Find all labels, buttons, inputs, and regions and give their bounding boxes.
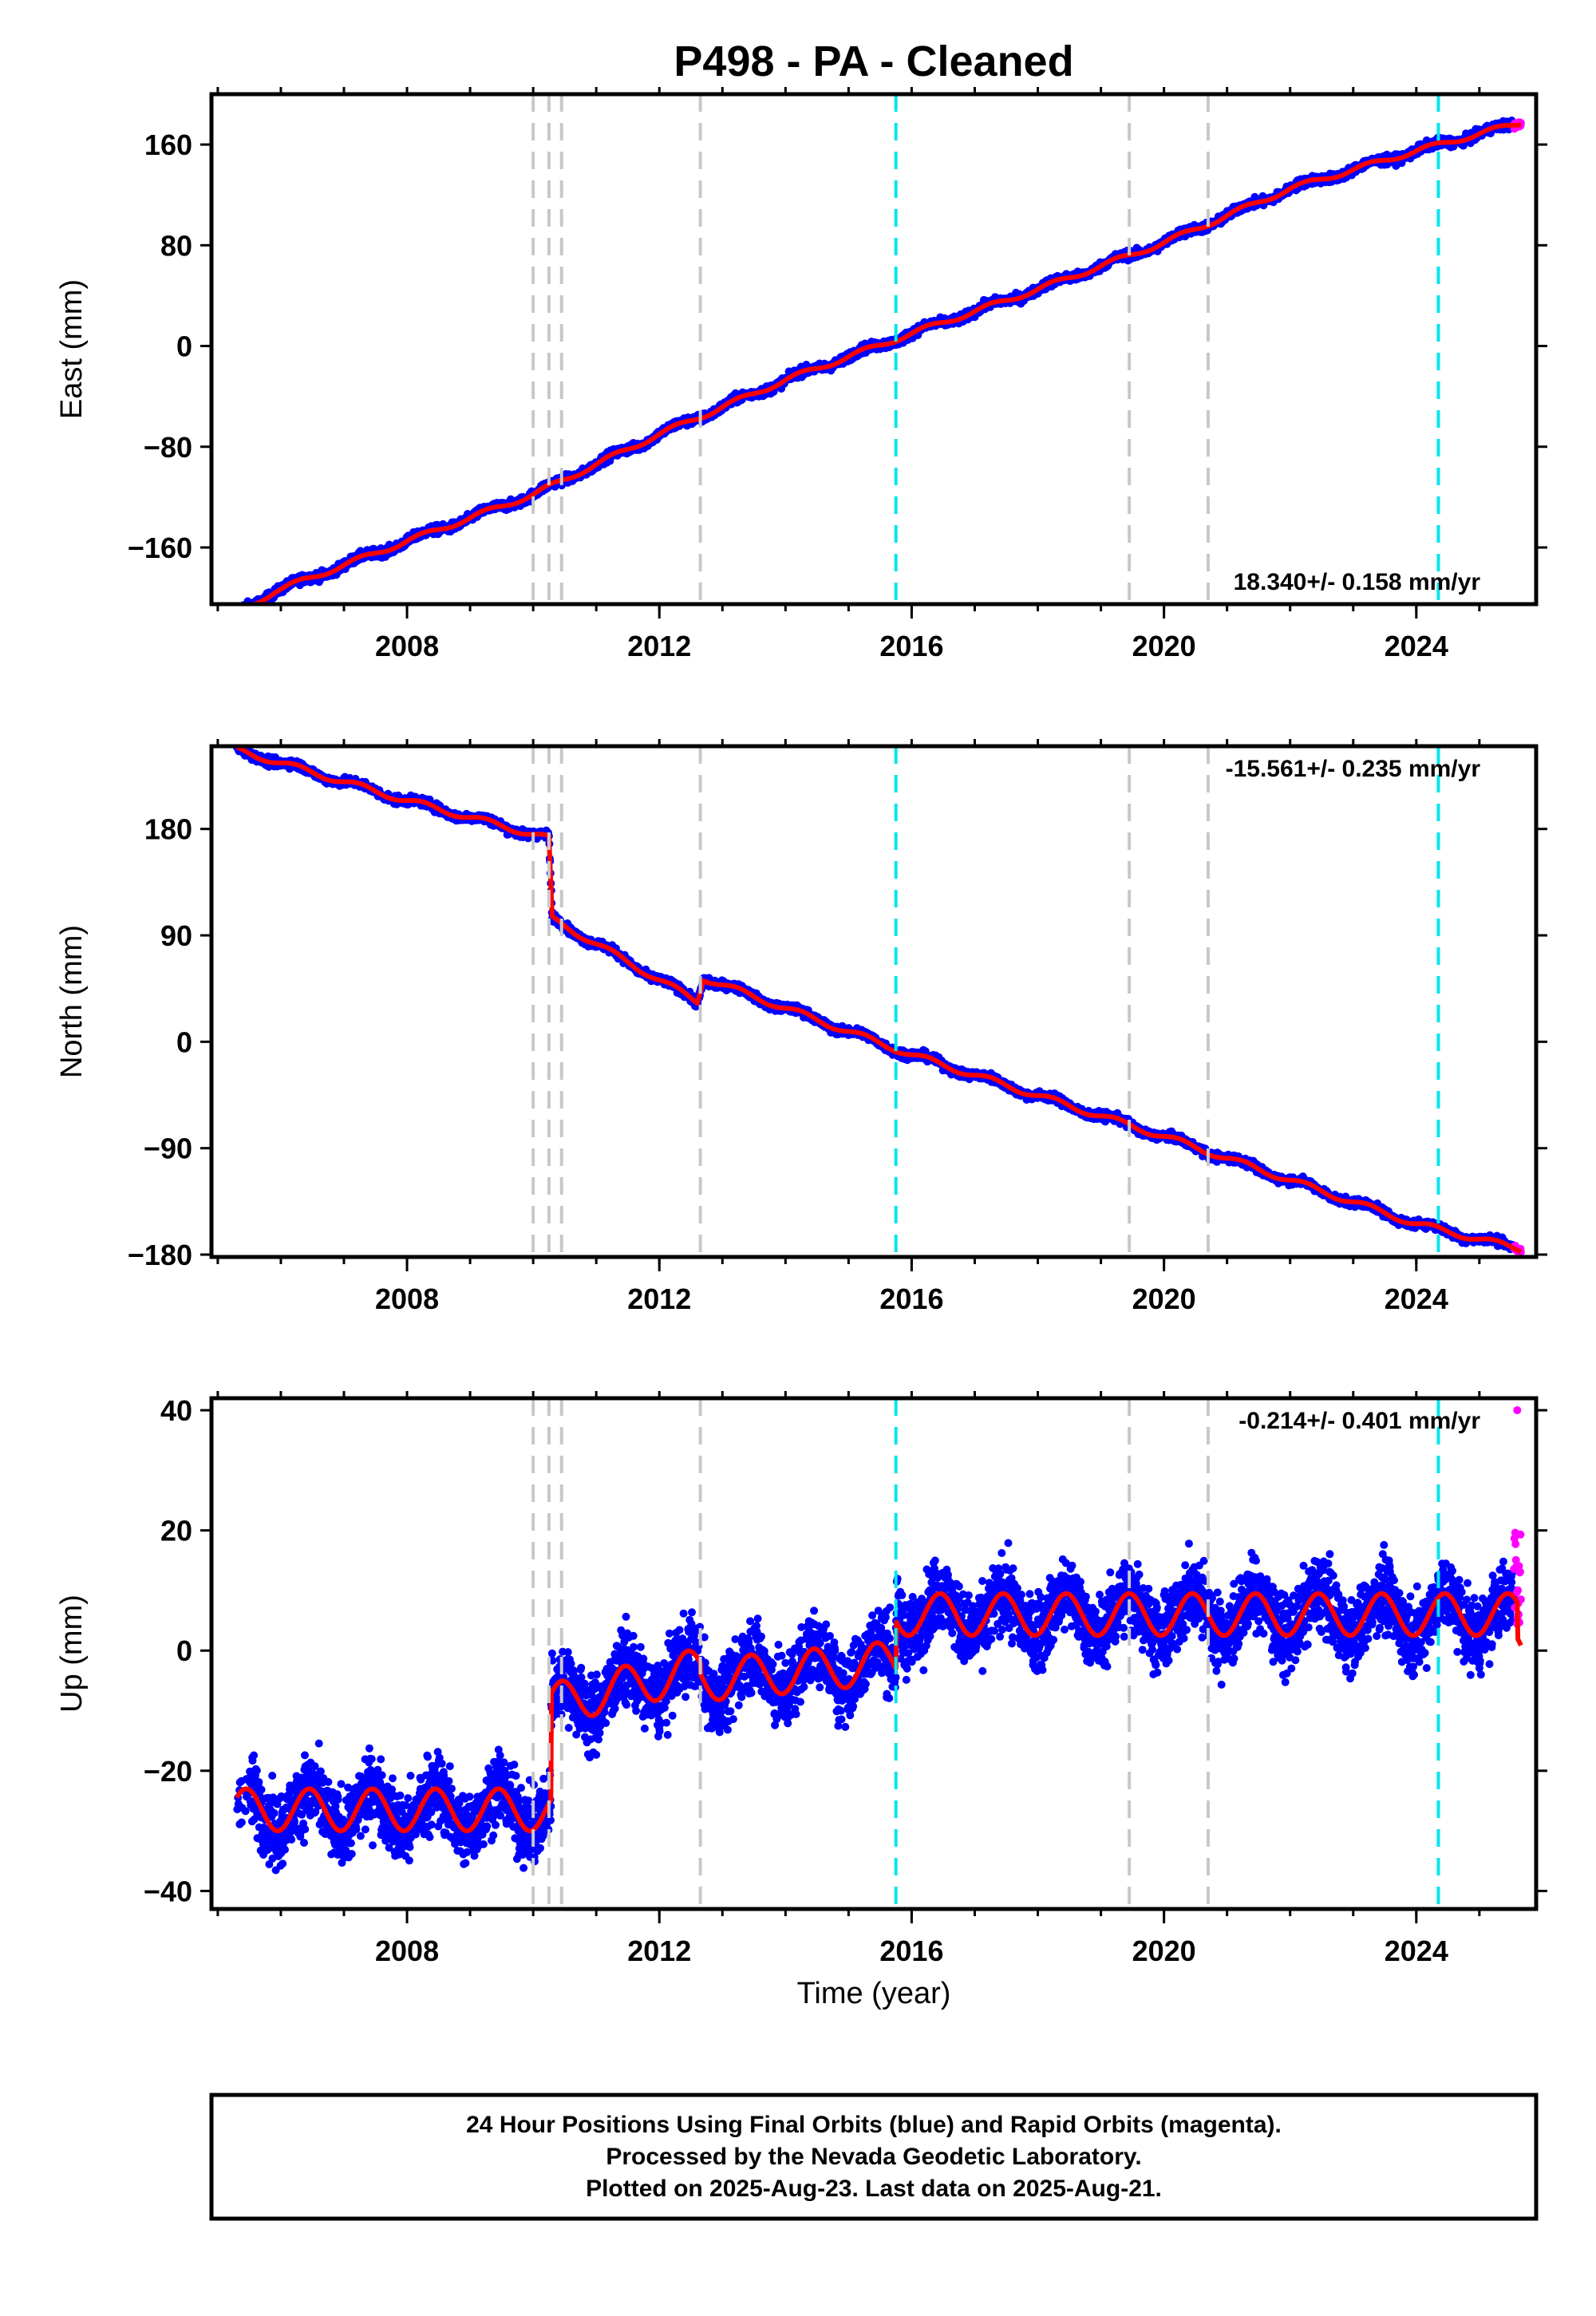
x-tick-label: 2008: [375, 630, 439, 662]
final-orbit-point: [235, 606, 243, 614]
y-tick-label: −160: [128, 532, 192, 564]
final-orbit-point: [248, 607, 256, 615]
model-fit-line: [247, 122, 1523, 604]
x-tick-label: 2012: [627, 630, 691, 662]
final-orbit-point: [235, 607, 243, 615]
x-tick-label: 2024: [1385, 630, 1448, 662]
y-tick-label: 160: [144, 128, 192, 161]
final-orbit-point: [237, 606, 245, 614]
final-orbit-point: [238, 605, 246, 613]
final-orbit-point: [234, 607, 242, 615]
y-tick-label: −80: [144, 431, 192, 464]
east-panel: 160 80 0 −80 −160 2008 2012 2016 2020 2024 East (m…: [55, 87, 1547, 662]
final-orbit-point: [235, 607, 243, 615]
y-axis-label: East (mm): [55, 279, 89, 419]
final-orbit-point: [239, 608, 247, 616]
chart-title: P498 - PA - Cleaned: [674, 38, 1073, 85]
velocity-rate-label: 18.340+/- 0.158 mm/yr: [1234, 569, 1481, 595]
x-tick-label: 2016: [879, 630, 943, 662]
x-tick-label: 2020: [1132, 630, 1196, 662]
y-tick-label: 0: [176, 330, 192, 363]
plot-area: [234, 117, 1525, 616]
final-orbit-point: [243, 606, 251, 614]
final-orbit-point: [239, 607, 247, 615]
final-orbit-point: [238, 606, 246, 614]
y-tick-label: 80: [160, 229, 192, 262]
plot-area: [232, 746, 1525, 1257]
